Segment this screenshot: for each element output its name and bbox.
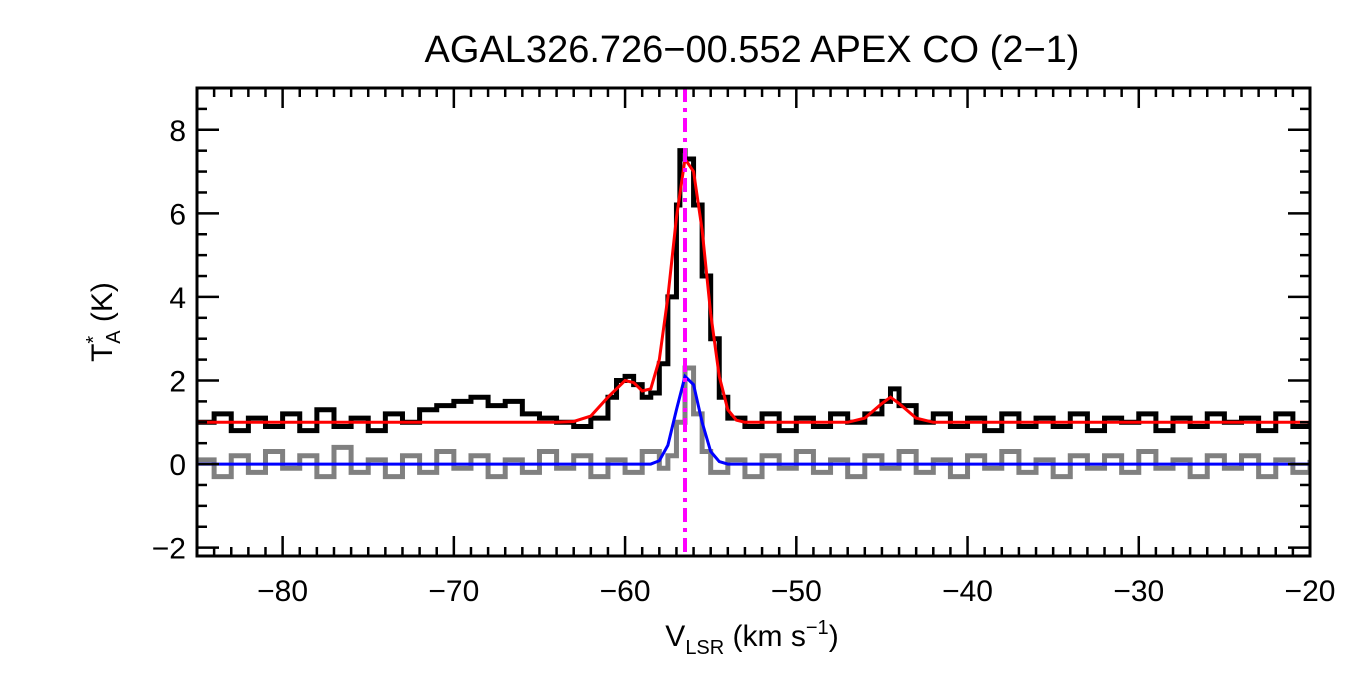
x-tick-label: −50 — [771, 575, 822, 608]
plot-frame — [195, 86, 1312, 558]
y-tick-label: −2 — [152, 533, 186, 566]
x-tick-label: −70 — [428, 575, 479, 608]
observed-spectrum-line — [197, 148, 1310, 434]
y-tick-label: 8 — [169, 115, 186, 148]
y-tick-label: 6 — [169, 198, 186, 231]
x-axis-label: VLSR (km s−1) — [665, 617, 838, 659]
x-tick-label: −20 — [1285, 575, 1336, 608]
component-fit-line — [197, 373, 1310, 466]
x-tick-label: −80 — [257, 575, 308, 608]
series-layer — [197, 148, 1310, 480]
tick-layer — [195, 86, 1312, 556]
y-tick-label: 0 — [169, 449, 186, 482]
y-axis-label: T*A (K) — [83, 282, 125, 362]
y-tick-labels: −2 0 2 4 6 8 — [152, 115, 186, 566]
x-tick-labels: −80 −70 −60 −50 −40 −30 −20 — [257, 575, 1335, 608]
x-tick-label: −30 — [1113, 575, 1164, 608]
x-tick-label: −60 — [600, 575, 651, 608]
residual-spectrum-line — [197, 365, 1310, 480]
total-fit-line — [197, 155, 1310, 424]
chart-title: AGAL326.726−00.552 APEX CO (2−1) — [425, 29, 1080, 71]
y-tick-label: 4 — [169, 282, 186, 315]
y-tick-label: 2 — [169, 366, 186, 399]
x-tick-label: −40 — [942, 575, 993, 608]
